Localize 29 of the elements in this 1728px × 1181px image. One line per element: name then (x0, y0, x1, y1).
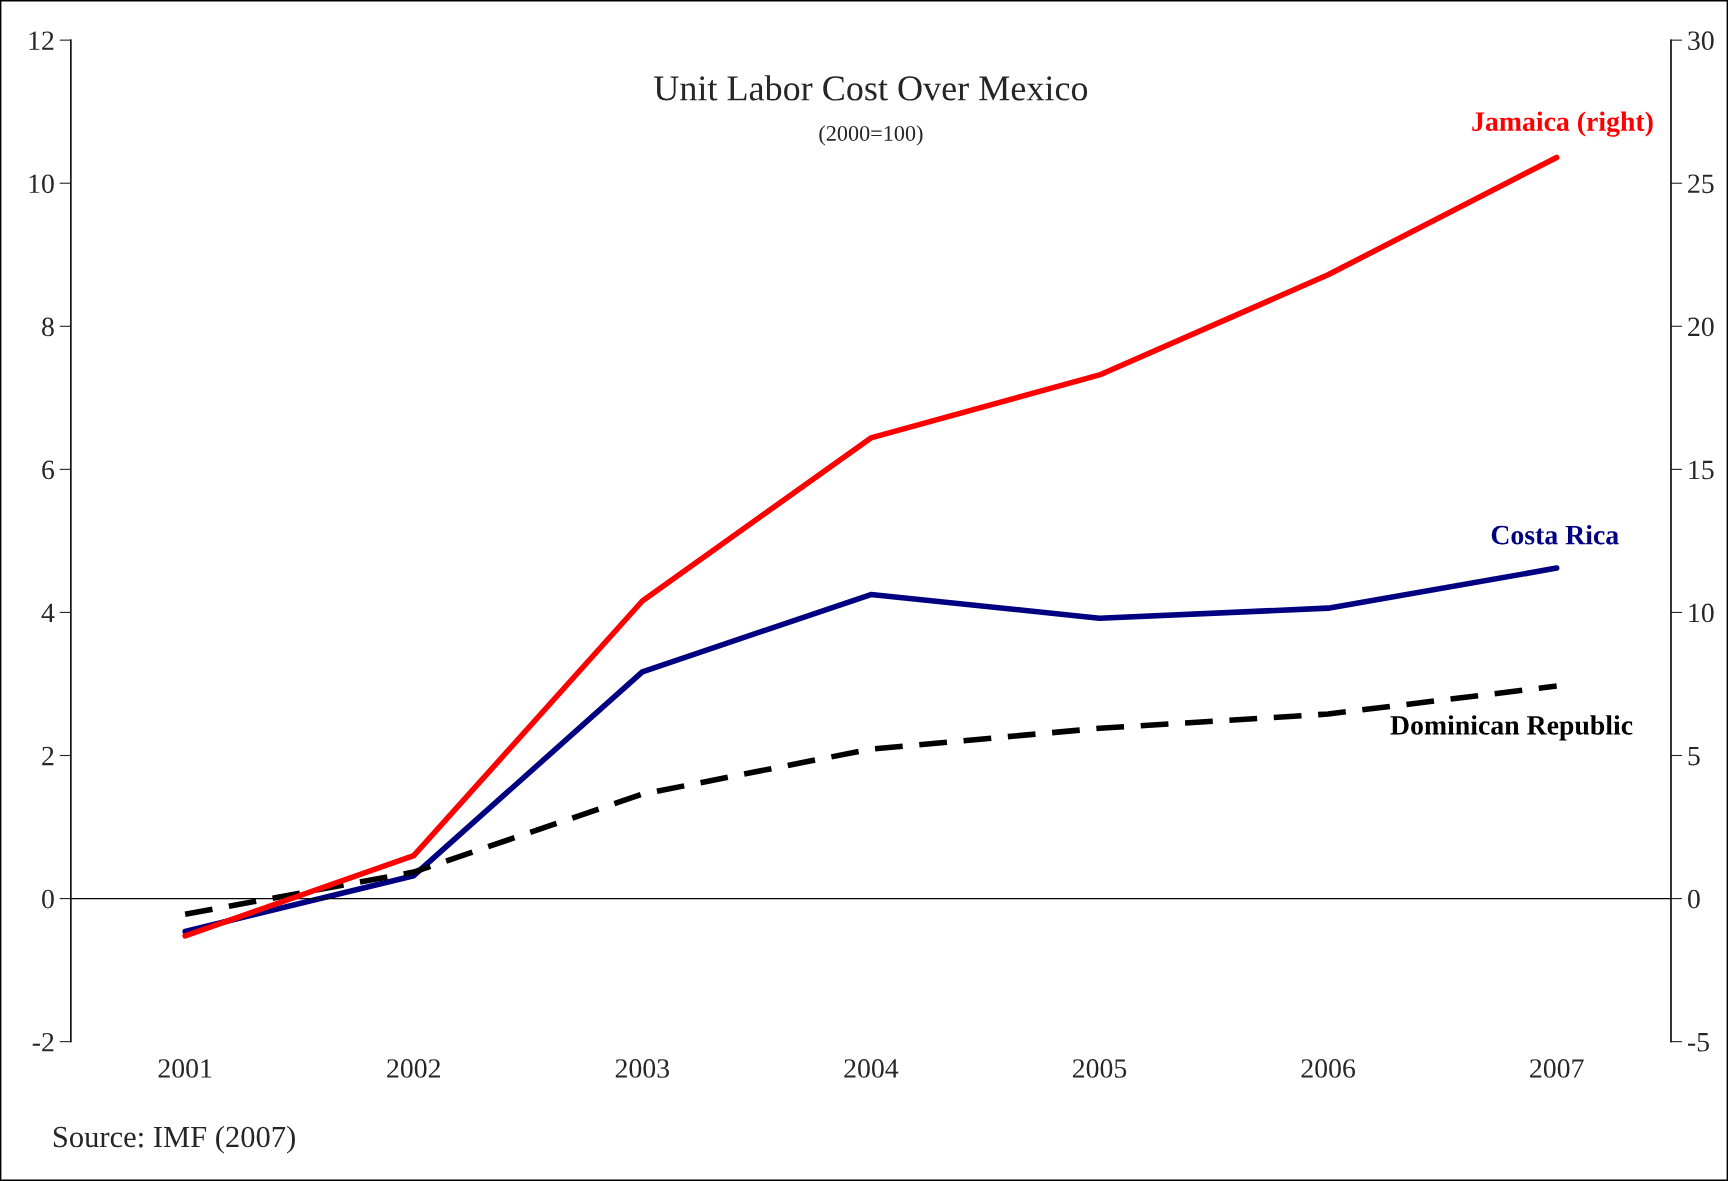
y2-tick-label: -5 (1687, 1033, 1709, 1052)
source-note: Source: IMF (2007) (53, 1125, 295, 1154)
y2-tick-label: 20 (1688, 317, 1714, 337)
y-tick-label: 6 (42, 460, 55, 480)
x-tick-label: 2005 (1072, 1059, 1127, 1078)
y-tick-label: 4 (41, 603, 55, 623)
y2-tick-label: 5 (1688, 746, 1700, 766)
y-tick-label: 0 (42, 889, 54, 909)
x-tick-label: 2004 (844, 1059, 899, 1078)
y2-tick-label: 10 (1689, 603, 1714, 623)
x-tick-label: 2007 (1530, 1059, 1584, 1078)
y2-tick-label: 25 (1688, 174, 1714, 194)
y2-tick-label: 15 (1689, 460, 1714, 480)
y2-tick-label: 0 (1688, 889, 1700, 909)
y-tick-label: 8 (42, 317, 54, 337)
x-tick-label: 2002 (387, 1059, 440, 1078)
series-label: Dominican Republic (1390, 715, 1633, 741)
x-tick-label: 2003 (615, 1059, 670, 1078)
x-tick-label: 2001 (158, 1059, 212, 1078)
y2-tick-label: 30 (1688, 31, 1714, 51)
x-tick-label: 2006 (1301, 1059, 1356, 1078)
text: Unit Labor Cost Over Mexico (654, 75, 1088, 101)
y-tick-label: 12 (29, 31, 54, 50)
series-label: Jamaica (right) (1472, 111, 1653, 137)
y-tick-label: -2 (32, 1032, 54, 1052)
text: (2000=100) (819, 125, 923, 146)
y-tick-label: 10 (29, 174, 54, 194)
series-label: Costa Rica (1491, 524, 1619, 545)
y-tick-label: 2 (42, 746, 54, 766)
